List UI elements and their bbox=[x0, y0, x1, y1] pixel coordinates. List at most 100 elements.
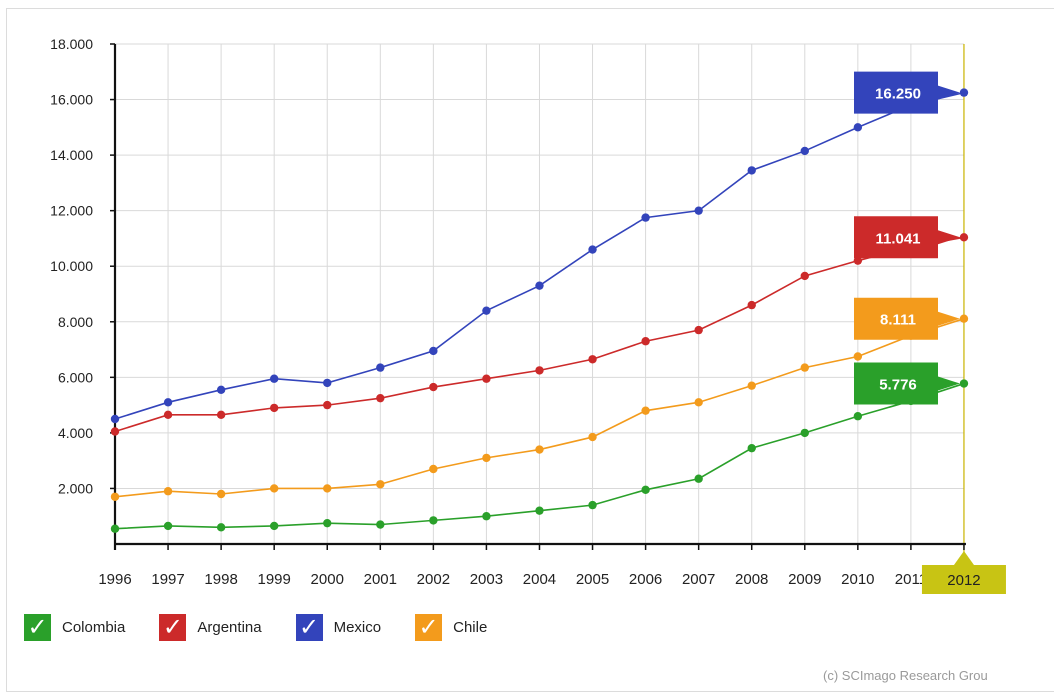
data-point-chile bbox=[853, 352, 863, 361]
x-tick-label: 2004 bbox=[523, 571, 556, 588]
data-point-mexico bbox=[747, 166, 756, 175]
line-chart: 18.000 16.000 14.000 12.000 10.000 8.000 6.000… bbox=[50, 36, 1006, 594]
value-callout-colombia bbox=[854, 362, 960, 405]
data-point-chile bbox=[269, 484, 279, 493]
data-point-mexico bbox=[535, 281, 544, 290]
data-point-argentina bbox=[163, 410, 173, 420]
data-point-mexico bbox=[429, 346, 438, 356]
data-point-chile bbox=[323, 484, 332, 493]
data-point-argentina bbox=[482, 374, 491, 383]
data-point-argentina bbox=[800, 271, 809, 281]
highlighted-year-badge bbox=[921, 551, 1006, 594]
data-point-argentina bbox=[269, 403, 279, 413]
x-tick-label: 2001 bbox=[364, 571, 397, 588]
data-point-argentina bbox=[323, 400, 332, 410]
data-point-colombia bbox=[216, 523, 226, 532]
x-tick-label: 2003 bbox=[470, 571, 503, 588]
data-point-chile bbox=[163, 487, 173, 496]
value-callout-text: 16.250 bbox=[875, 86, 921, 103]
data-point-colombia bbox=[694, 474, 703, 483]
data-point-argentina bbox=[853, 256, 863, 265]
data-point-mexico bbox=[588, 245, 597, 254]
x-tick-label: 1998 bbox=[204, 571, 237, 588]
credit-text: (c) SCImago Research Grou bbox=[823, 668, 988, 683]
data-point-chile bbox=[800, 363, 809, 372]
data-point-chile bbox=[376, 480, 385, 489]
data-point-chile bbox=[482, 453, 491, 463]
value-callout-text: 11.041 bbox=[875, 230, 920, 247]
data-point-chile bbox=[429, 464, 438, 474]
x-tick-label: 2010 bbox=[841, 571, 874, 588]
data-point-argentina bbox=[110, 427, 120, 436]
data-point-chile bbox=[641, 406, 650, 415]
legend-label: Mexico bbox=[333, 618, 382, 636]
x-tick-label: 2002 bbox=[417, 571, 450, 588]
data-point-chile bbox=[959, 314, 969, 323]
data-point-argentina bbox=[376, 393, 385, 403]
data-point-mexico bbox=[641, 213, 650, 222]
legend-label: Argentina bbox=[197, 618, 262, 636]
data-point-colombia bbox=[959, 379, 969, 388]
chart-frame bbox=[6, 8, 1054, 692]
data-point-colombia bbox=[535, 506, 544, 515]
data-point-mexico bbox=[269, 374, 279, 383]
legend-label: Chile bbox=[453, 618, 488, 636]
data-point-colombia bbox=[429, 516, 438, 525]
data-point-chile bbox=[747, 381, 756, 390]
grid bbox=[114, 43, 965, 544]
y-tick-label: 2.000 bbox=[58, 480, 93, 496]
data-point-colombia bbox=[163, 521, 173, 531]
data-point-chile bbox=[535, 445, 544, 454]
data-point-mexico bbox=[959, 88, 969, 97]
data-point-argentina bbox=[959, 233, 969, 242]
checkbox-checked-icon[interactable]: ✓ bbox=[415, 613, 443, 641]
value-callout-argentina bbox=[854, 216, 960, 259]
x-tick-label: 2007 bbox=[682, 571, 715, 588]
x-tick-label: 1999 bbox=[257, 571, 290, 588]
legend-item-chile[interactable]: ✓ Chile bbox=[415, 613, 488, 641]
x-tick-label: 2006 bbox=[629, 571, 662, 588]
checkbox-checked-icon[interactable]: ✓ bbox=[295, 613, 323, 641]
highlighted-year-label: 2012 bbox=[947, 572, 980, 589]
data-point-mexico bbox=[216, 385, 226, 395]
value-callout-mexico bbox=[854, 71, 960, 114]
y-tick-label: 16.000 bbox=[50, 92, 93, 108]
checkbox-checked-icon[interactable]: ✓ bbox=[24, 613, 51, 641]
x-tick-label: 2011 bbox=[895, 571, 927, 588]
x-tick-label: 2000 bbox=[311, 571, 344, 588]
legend: ✓ Colombia ✓ Argentina ✓ Mexico ✓ Chile bbox=[24, 612, 521, 642]
data-point-argentina bbox=[641, 337, 650, 346]
data-point-argentina bbox=[747, 300, 756, 310]
data-point-argentina bbox=[429, 382, 438, 392]
x-tick-label: 2005 bbox=[576, 571, 609, 588]
data-point-mexico bbox=[376, 363, 385, 372]
data-point-colombia bbox=[588, 500, 597, 510]
data-point-mexico bbox=[800, 146, 809, 156]
legend-item-colombia[interactable]: ✓ Colombia bbox=[24, 613, 126, 641]
x-tick-label: 1996 bbox=[98, 571, 131, 588]
data-point-chile bbox=[588, 432, 597, 442]
data-point-colombia bbox=[110, 524, 120, 533]
value-callout-text: 5.776 bbox=[879, 377, 917, 394]
data-point-colombia bbox=[853, 412, 863, 421]
data-point-colombia bbox=[800, 428, 809, 438]
y-tick-label: 6.000 bbox=[58, 369, 93, 385]
legend-item-mexico[interactable]: ✓ Mexico bbox=[295, 613, 382, 641]
data-point-argentina bbox=[216, 410, 226, 420]
data-point-mexico bbox=[482, 306, 491, 315]
y-tick-label: 4.000 bbox=[58, 425, 93, 441]
data-point-colombia bbox=[269, 521, 279, 531]
y-tick-label: 12.000 bbox=[50, 203, 93, 219]
y-tick-label: 8.000 bbox=[58, 314, 93, 330]
data-point-mexico bbox=[110, 414, 120, 424]
data-point-colombia bbox=[376, 520, 385, 529]
checkbox-checked-icon[interactable]: ✓ bbox=[159, 613, 187, 641]
legend-label: Colombia bbox=[62, 618, 126, 636]
value-callout-text: 8.111 bbox=[880, 312, 916, 329]
x-tick-label: 2008 bbox=[735, 571, 768, 588]
x-tick-label: 1997 bbox=[151, 571, 184, 588]
data-point-mexico bbox=[853, 123, 863, 132]
legend-item-argentina[interactable]: ✓ Argentina bbox=[159, 613, 262, 641]
data-point-chile bbox=[694, 398, 703, 407]
data-point-mexico bbox=[323, 378, 332, 388]
